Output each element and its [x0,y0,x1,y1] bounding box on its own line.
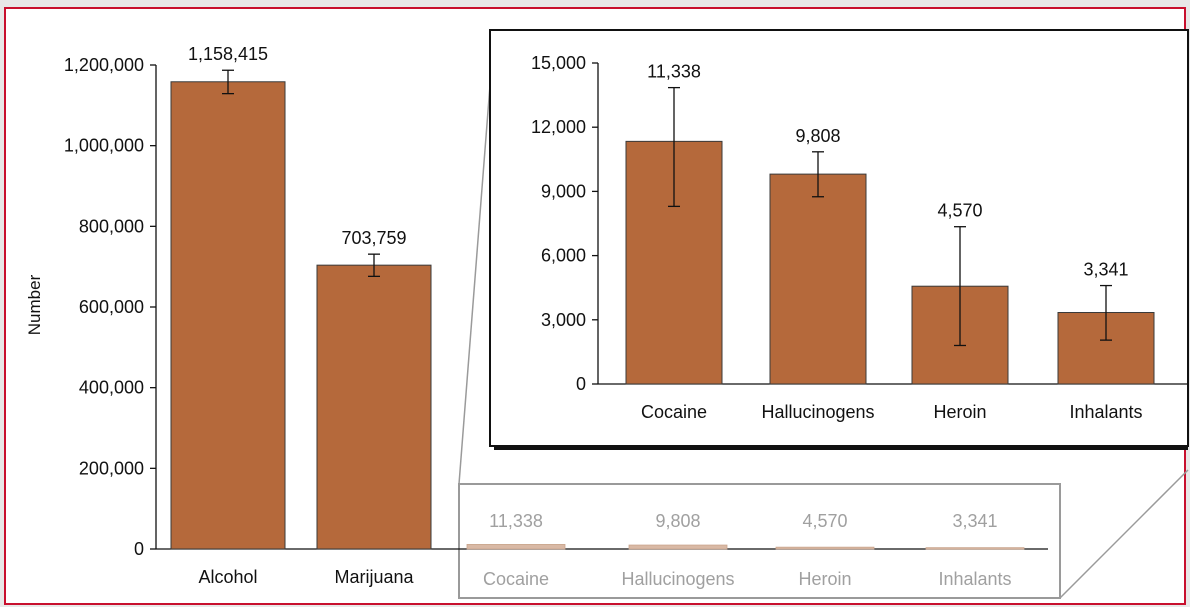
inset-y-tick-label: 6,000 [541,246,586,266]
main-value-label: 703,759 [341,228,406,248]
ghost-bar-cocaine [467,544,565,549]
main-y-tick-label: 200,000 [79,458,144,478]
ghost-value-label: 9,808 [655,511,700,531]
inset-category-label: Inhalants [1069,402,1142,422]
main-y-tick-label: 400,000 [79,378,144,398]
inset-bar-hallucinogens [770,174,866,384]
main-y-tick-label: 1,000,000 [64,136,144,156]
inset-category-label: Cocaine [641,402,707,422]
inset-value-label: 3,341 [1083,260,1128,280]
ghost-bar-inhalants [926,548,1024,550]
inset-category-label: Hallucinogens [761,402,874,422]
inset-y-tick-label: 0 [576,374,586,394]
ghost-bar-hallucinogens [629,545,727,549]
inset-y-tick-label: 12,000 [531,117,586,137]
main-y-tick-label: 0 [134,539,144,559]
ghost-category-label: Inhalants [938,569,1011,589]
inset-value-label: 4,570 [937,201,982,221]
ghost-value-label: 4,570 [802,511,847,531]
main-category-label: Alcohol [198,567,257,587]
main-bar-marijuana [317,265,431,549]
inset-y-tick-label: 9,000 [541,181,586,201]
main-bar-alcohol [171,82,285,549]
ghost-category-label: Hallucinogens [621,569,734,589]
main-category-label: Marijuana [334,567,414,587]
inset-y-tick-label: 15,000 [531,53,586,73]
inset-category-label: Heroin [933,402,986,422]
main-y-axis-label: Number [25,274,44,335]
ghost-value-label: 11,338 [489,511,543,531]
ghost-category-label: Heroin [798,569,851,589]
ghost-category-label: Cocaine [483,569,549,589]
inset-y-tick-label: 3,000 [541,310,586,330]
inset-value-label: 9,808 [795,126,840,146]
main-y-tick-label: 800,000 [79,216,144,236]
main-value-label: 1,158,415 [188,44,268,64]
main-y-tick-label: 1,200,000 [64,55,144,75]
inset-value-label: 11,338 [647,62,701,82]
ghost-bar-heroin [776,547,874,549]
ghost-value-label: 3,341 [952,511,997,531]
main-y-tick-label: 600,000 [79,297,144,317]
